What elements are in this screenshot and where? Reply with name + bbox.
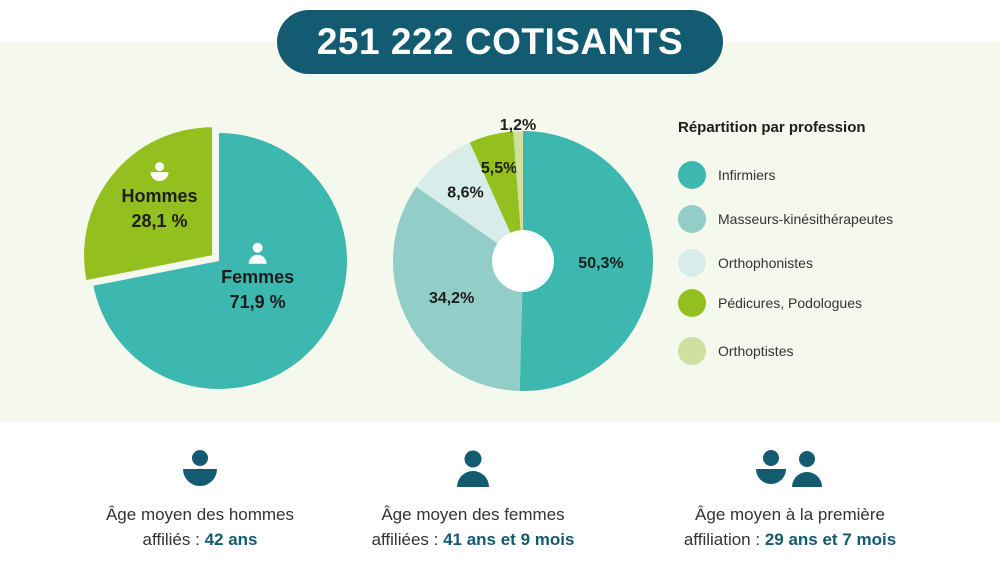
legend-swatch	[678, 337, 706, 365]
donut-slice-masseurs-kinesitherapeutes	[393, 186, 523, 391]
stat-men-age: Âge moyen des hommes affiliés : 42 ans	[50, 450, 350, 552]
pie-label-femmes: Femmes	[221, 267, 294, 287]
man-icon	[150, 162, 169, 182]
legend-item-infirmiers: Infirmiers	[678, 160, 776, 190]
legend-label: Masseurs-kinésithérapeutes	[718, 211, 894, 227]
donut-label-orthoptistes: 1,2%	[500, 117, 536, 134]
stat-affiliation-label: Âge moyen à la première	[695, 505, 885, 524]
legend-label: Orthophonistes	[718, 255, 813, 271]
legend-label: Orthoptistes	[718, 343, 794, 359]
pie-slice-hommes	[84, 127, 213, 281]
page-title: 251 222 COTISANTS	[277, 10, 723, 74]
woman-icon	[457, 450, 489, 487]
stat-first-affiliation-age: Âge moyen à la première affiliation : 29…	[640, 450, 940, 552]
stat-men-label: Âge moyen des hommes	[105, 505, 295, 524]
legend-label: Infirmiers	[718, 167, 776, 183]
donut-label-masseurs-kinesitherapeutes: 34,2%	[429, 290, 474, 307]
donut-slice-orthoptistes	[513, 131, 523, 261]
donut-slice-pedicures-podologues	[469, 131, 523, 261]
legend-item-masseurs-kinesitherapeutes: Masseurs-kinésithérapeutes	[678, 204, 893, 234]
legend-label: Pédicures, Podologues	[718, 295, 862, 311]
stat-men-label-2: affiliés :	[142, 530, 205, 549]
donut-label-pedicures-podologues: 5,5%	[481, 160, 517, 177]
legend-item-orthoptistes: Orthoptistes	[678, 336, 793, 366]
legend-title: Répartition par profession	[678, 119, 866, 136]
pie-value-femmes: 71,9 %	[230, 292, 286, 312]
donut-slice-infirmiers	[519, 131, 654, 391]
pie-value-hommes: 28,1 %	[131, 211, 187, 231]
legend-item-pedicures-podologues: Pédicures, Podologues	[678, 288, 862, 318]
legend-swatch	[678, 289, 706, 317]
legend-swatch	[678, 249, 706, 277]
stat-women-value: 41 ans et 9 mois	[443, 530, 575, 549]
profession-donut-chart: 50,3% 34,2% 8,6% 5,5% 1,2%	[393, 117, 654, 391]
woman-icon	[248, 242, 267, 264]
stat-affiliation-value: 29 ans et 7 mois	[764, 530, 897, 549]
gender-pie-chart: Femmes 71,9 % Hommes 28,1 %	[84, 127, 347, 389]
donut-hole	[492, 230, 554, 292]
legend-swatch	[678, 161, 706, 189]
stat-men-value: 42 ans	[204, 530, 258, 549]
pie-label-hommes: Hommes	[122, 186, 198, 206]
donut-label-orthophonistes: 8,6%	[447, 185, 483, 202]
donut-label-infirmiers: 50,3%	[578, 255, 623, 272]
donut-slice-orthophonistes	[416, 142, 523, 261]
legend-item-orthophonistes: Orthophonistes	[678, 248, 813, 278]
stat-women-label-2: affiliées :	[371, 530, 444, 549]
couple-icon	[756, 450, 822, 487]
pie-slice-femmes	[93, 133, 347, 389]
man-icon	[183, 450, 217, 486]
stat-women-age: Âge moyen des femmes affiliées : 41 ans …	[323, 450, 623, 552]
stat-women-label: Âge moyen des femmes	[381, 505, 565, 524]
stat-affiliation-label-2: affiliation :	[683, 530, 765, 549]
legend-swatch	[678, 205, 706, 233]
